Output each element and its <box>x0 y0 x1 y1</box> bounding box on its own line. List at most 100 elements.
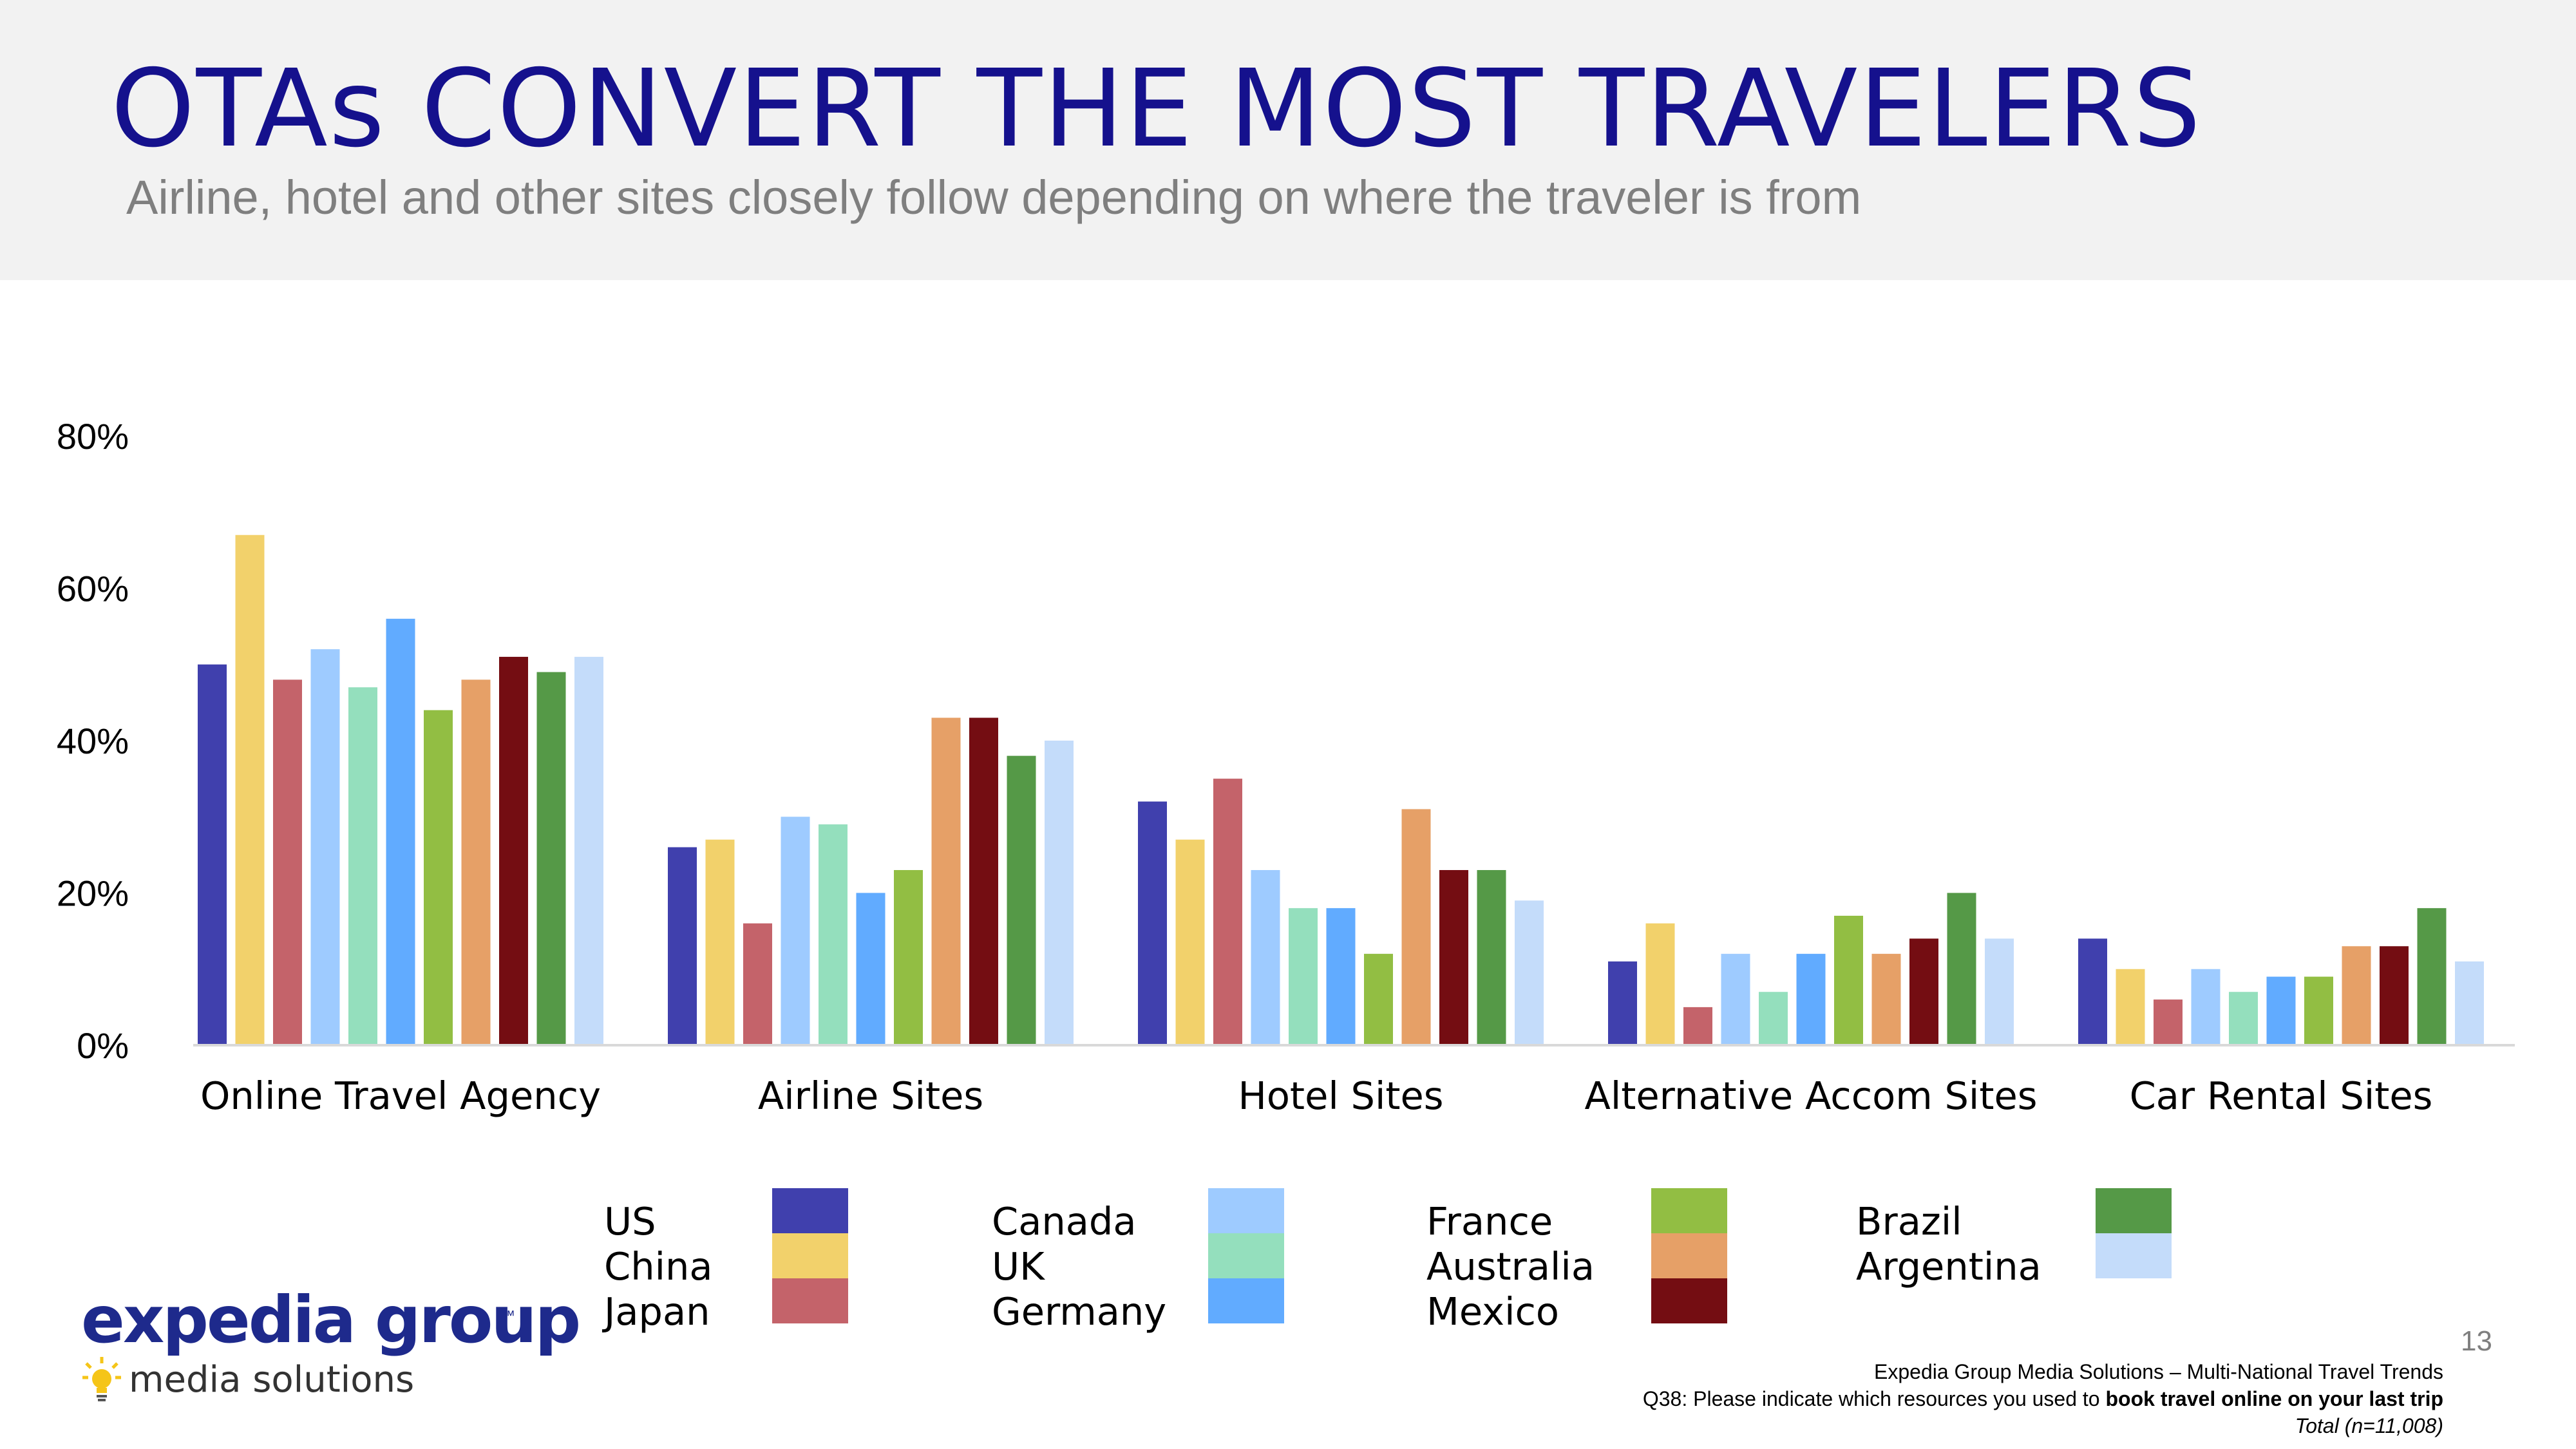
legend-label: Argentina <box>1856 1244 2041 1289</box>
legend-swatch <box>2096 1233 2172 1278</box>
legend-swatch <box>772 1188 848 1233</box>
question-emphasis: book travel online on your last trip <box>2105 1387 2443 1410</box>
x-axis-labels: Online Travel Agency Airline Sites Hotel S… <box>200 1074 2432 1118</box>
page-subtitle: Airline, hotel and other sites closely f… <box>126 171 1862 224</box>
logo-tagline: media solutions <box>129 1359 415 1401</box>
y-axis-labels: 0% 20% 40% 60% 80% <box>57 416 129 1066</box>
x-category-label: Online Travel Agency <box>200 1074 601 1118</box>
legend-swatch <box>1651 1233 1727 1278</box>
bar <box>1796 954 1826 1045</box>
bar <box>1007 755 1036 1045</box>
bar <box>1759 992 1788 1045</box>
bar <box>856 893 886 1045</box>
legend-swatch <box>1208 1278 1284 1323</box>
bar <box>1364 954 1393 1045</box>
bar <box>2266 976 2296 1045</box>
bar <box>1289 908 1318 1045</box>
bar <box>235 535 265 1045</box>
logo-wordmark: expedia group <box>81 1282 581 1358</box>
bar <box>2455 961 2484 1045</box>
legend-swatch <box>2096 1188 2172 1233</box>
bar <box>2342 946 2371 1045</box>
bar <box>2154 999 2183 1045</box>
bar <box>668 847 697 1045</box>
legend-label: Australia <box>1426 1244 1595 1289</box>
legend-label: Brazil <box>1856 1199 1962 1244</box>
bar <box>1477 870 1506 1045</box>
legend-label: Mexico <box>1426 1289 1560 1334</box>
y-tick-label: 60% <box>57 569 129 609</box>
x-category-label: Hotel Sites <box>1238 1074 1443 1118</box>
legend-swatch <box>772 1233 848 1278</box>
x-category-label: Airline Sites <box>758 1074 983 1118</box>
logo-trademark: ™ <box>501 1307 515 1323</box>
legend-swatch <box>1208 1233 1284 1278</box>
legend-label: US <box>604 1199 656 1244</box>
legend-label: Canada <box>992 1199 1137 1244</box>
bar <box>781 817 810 1045</box>
bar <box>2380 946 2409 1045</box>
bar <box>1138 801 1167 1045</box>
bar <box>1909 938 1938 1045</box>
bar <box>1175 839 1205 1045</box>
legend-swatch <box>1208 1188 1284 1233</box>
page-title: OTAs CONVERT THE MOST TRAVELERS <box>111 47 2202 171</box>
bar <box>1251 870 1280 1045</box>
bar <box>2229 992 2258 1045</box>
bars <box>198 535 2484 1045</box>
bar <box>273 679 302 1045</box>
x-category-label: Alternative Accom Sites <box>1585 1074 2038 1118</box>
bar <box>1871 954 1901 1045</box>
bar <box>1515 900 1544 1045</box>
y-tick-label: 40% <box>57 721 129 761</box>
bar <box>1645 923 1675 1045</box>
bar <box>499 656 528 1045</box>
bar <box>1683 1007 1712 1045</box>
bar <box>1721 954 1750 1045</box>
y-tick-label: 0% <box>77 1025 129 1066</box>
bar <box>2116 969 2145 1045</box>
bar <box>461 679 491 1045</box>
legend-swatch <box>1651 1278 1727 1323</box>
legend-label: China <box>604 1244 713 1289</box>
bar <box>1439 870 1468 1045</box>
legend-label: Japan <box>604 1289 710 1334</box>
bar <box>198 664 227 1045</box>
bar <box>386 618 415 1045</box>
y-tick-label: 80% <box>57 416 129 457</box>
bar <box>2417 908 2447 1045</box>
bar <box>310 649 340 1045</box>
bar <box>1608 961 1637 1045</box>
question-prefix: Q38: Please indicate which resources you… <box>1642 1387 2106 1410</box>
legend-swatch <box>1651 1188 1727 1233</box>
bar <box>1326 908 1356 1045</box>
legend-swatch <box>772 1278 848 1323</box>
header-band <box>0 0 2576 280</box>
page-number: 13 <box>2461 1325 2492 1357</box>
bar <box>705 839 735 1045</box>
bar <box>1947 893 1976 1045</box>
bar <box>743 923 772 1045</box>
bar <box>536 672 566 1045</box>
bar <box>894 870 923 1045</box>
bar <box>1213 779 1242 1045</box>
legend-label: Germany <box>992 1289 1167 1334</box>
bar <box>1985 938 2014 1045</box>
y-tick-label: 20% <box>57 873 129 914</box>
lightbulb-icon <box>82 1357 121 1401</box>
bar <box>424 710 453 1045</box>
bar <box>1401 809 1431 1045</box>
bar <box>2191 969 2221 1045</box>
legend-label: UK <box>992 1244 1045 1289</box>
bar-chart: 0% 20% 40% 60% 80% Online Travel Agency Airli… <box>57 416 2515 1118</box>
bar <box>819 824 848 1045</box>
source-note: Expedia Group Media Solutions – Multi-Na… <box>1874 1360 2443 1383</box>
sample-note: Total (n=11,008) <box>2295 1414 2443 1437</box>
bar <box>2078 938 2107 1045</box>
bar <box>969 717 998 1045</box>
bar <box>1045 741 1074 1045</box>
x-category-label: Car Rental Sites <box>2130 1074 2433 1118</box>
bar <box>2304 976 2333 1045</box>
bar <box>931 717 961 1045</box>
bar <box>348 687 377 1045</box>
